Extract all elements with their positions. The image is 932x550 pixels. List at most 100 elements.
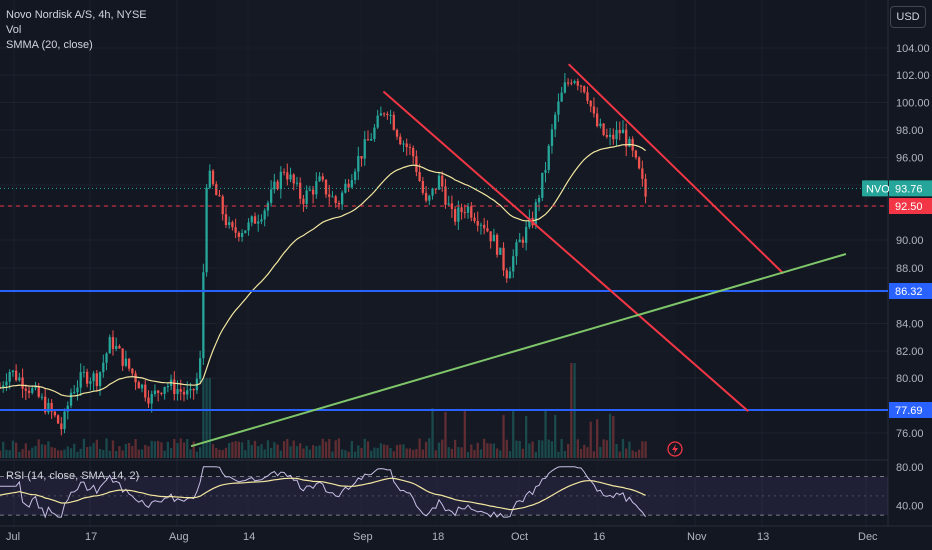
rsi-tick-1: 40.00 [896, 501, 924, 513]
candle-149 [479, 224, 483, 226]
candle-191 [615, 130, 618, 140]
candle-3 [8, 371, 11, 382]
volume-bar-43 [137, 449, 140, 458]
volume-bar-135 [434, 450, 437, 458]
trendline-2[interactable] [190, 253, 847, 448]
candle-65 [208, 170, 211, 188]
price-tag-86.32: 86.32 [889, 283, 932, 299]
candle-15 [47, 402, 50, 413]
candle-174 [560, 92, 563, 102]
rsi-legend[interactable]: RSI (14, close, SMA, 14, 2) [6, 470, 140, 482]
candle-136 [437, 175, 441, 190]
candle-126 [405, 143, 408, 148]
candle-199 [641, 168, 644, 179]
candle-104 [334, 196, 337, 204]
volume-bar-73 [234, 441, 237, 458]
candle-124 [399, 136, 402, 145]
volume-bar-124 [399, 444, 402, 458]
candle-78 [250, 216, 253, 223]
volume-bar-137 [441, 439, 444, 458]
candle-159 [512, 256, 515, 272]
volume-legend[interactable]: Vol [6, 24, 22, 36]
volume-bar-120 [386, 445, 389, 458]
symbol-title[interactable]: Novo Nordisk A/S, 4h, NYSE [6, 9, 147, 21]
volume-bar-85 [273, 442, 276, 458]
candle-55 [176, 389, 179, 395]
candle-32 [102, 362, 105, 373]
volume-bar-28 [89, 446, 92, 458]
price-tag-bg [889, 180, 932, 197]
volume-bar-50 [160, 442, 163, 458]
volume-bar-176 [566, 443, 570, 458]
candle-94 [302, 198, 305, 204]
candle-114 [366, 139, 370, 141]
volume-bar-188 [605, 440, 608, 458]
price-tick-0: 104.00 [896, 43, 930, 55]
lightning-icon[interactable] [667, 441, 683, 457]
candle-137 [441, 175, 444, 187]
volume-bar-92 [295, 446, 299, 458]
volume-bar-78 [250, 444, 253, 458]
volume-bar-23 [73, 443, 76, 458]
volume-bar-58 [186, 438, 189, 458]
volume-bar-41 [131, 445, 134, 458]
price-tick-11: 82.00 [896, 346, 924, 358]
price-tag-value: 92.50 [895, 201, 923, 213]
volume-bar-113 [363, 438, 366, 458]
volume-bar-70 [224, 447, 228, 458]
volume-bar-83 [266, 440, 270, 458]
price-tag-93.76: NVO 93.76 [862, 180, 932, 197]
candle-164 [528, 217, 531, 227]
volume-bar-91 [292, 440, 295, 458]
volume-bar-42 [134, 439, 137, 458]
price-tick-14: 76.00 [896, 428, 924, 440]
candle-127 [408, 147, 412, 149]
volume-bar-52 [166, 441, 169, 458]
volume-bar-3 [8, 450, 11, 458]
trendline-1[interactable] [567, 63, 785, 275]
volume-bar-163 [524, 416, 528, 458]
candle-18 [56, 415, 60, 424]
candle-195 [628, 139, 631, 147]
price-tick-2: 100.00 [896, 98, 930, 110]
time-tick-8: Nov [687, 531, 707, 543]
smma-legend[interactable]: SMMA (20, close) [6, 39, 93, 51]
volume-bar-156 [502, 415, 505, 458]
volume-bar-15 [47, 441, 50, 458]
candle-116 [373, 127, 376, 140]
volume-bar-49 [157, 440, 160, 458]
candle-156 [502, 247, 505, 271]
volume-bar-106 [341, 449, 344, 458]
candle-179 [576, 81, 579, 86]
volume-bar-22 [69, 448, 73, 458]
trendline-0[interactable] [382, 90, 749, 412]
candle-52 [166, 386, 169, 388]
price-tick-7: 90.00 [896, 235, 924, 247]
volume-bar-103 [331, 451, 334, 458]
candle-125 [402, 143, 405, 145]
volume-bar-189 [608, 413, 612, 458]
volume-bar-142 [457, 447, 460, 458]
candle-189 [608, 134, 612, 137]
candle-112 [360, 156, 363, 159]
volume-bar-96 [308, 449, 312, 458]
candle-37 [118, 345, 121, 349]
price-tick-1: 102.00 [896, 70, 930, 82]
currency-button[interactable]: USD [890, 6, 926, 28]
candle-170 [547, 145, 550, 170]
price-tag-value: 86.32 [895, 286, 923, 298]
volume-bar-155 [499, 450, 502, 458]
candle-110 [353, 171, 357, 181]
time-tick-10: Dec [858, 531, 878, 543]
volume-bar-138 [444, 411, 447, 458]
volume-bar-136 [437, 442, 441, 458]
volume-bar-89 [286, 439, 289, 458]
volume-bar-198 [637, 449, 641, 458]
volume-bar-185 [596, 419, 599, 458]
volume-bar-194 [625, 448, 628, 458]
candle-76 [244, 230, 247, 233]
time-tick-6: Oct [511, 531, 528, 543]
volume-bar-5 [14, 442, 18, 458]
volume-bar-76 [244, 450, 247, 458]
